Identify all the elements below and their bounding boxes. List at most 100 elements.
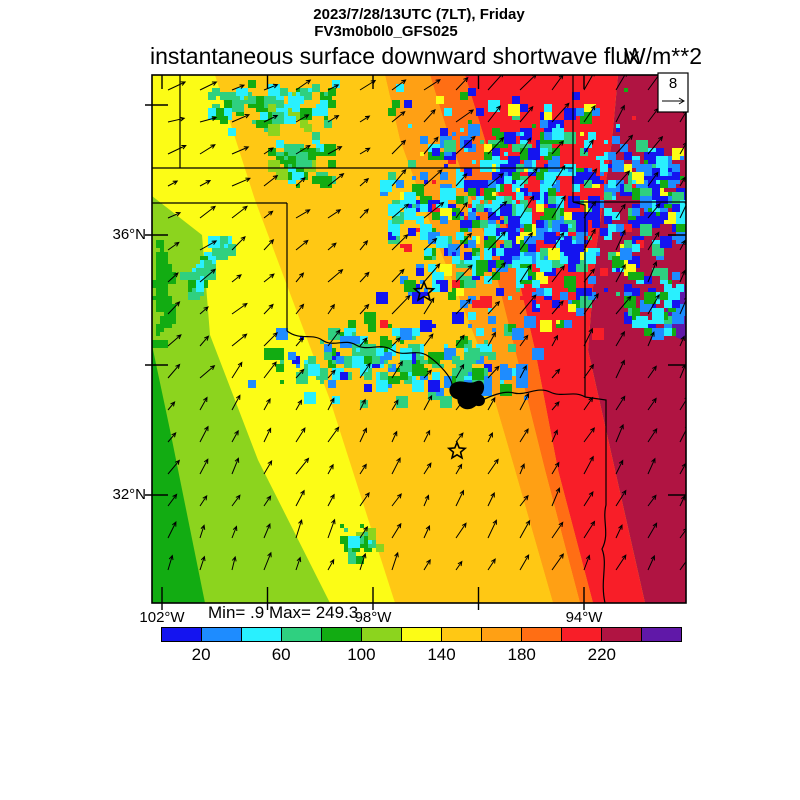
cloud-cell (324, 144, 336, 156)
cloud-cell (380, 180, 392, 192)
wind-arrow (167, 521, 177, 539)
cloud-cell (408, 228, 416, 236)
cloud-cell (316, 148, 320, 152)
cloud-cell (396, 396, 408, 408)
cloud-cell (156, 240, 164, 248)
cloud-cell (652, 328, 664, 340)
wind-arrow (263, 523, 271, 539)
wind-arrow (167, 180, 179, 187)
cloud-cell (616, 224, 624, 232)
cloud-cell (464, 216, 468, 220)
colorbar-segment (602, 628, 642, 641)
wind-arrow (487, 365, 500, 379)
wind-arrow-layer (167, 75, 686, 571)
cloud-cell (436, 96, 444, 104)
cloud-cell (468, 88, 476, 96)
wind-arrow (519, 264, 532, 283)
cloud-cell (660, 168, 668, 176)
cloud-cell (392, 180, 396, 184)
cloud-cell (440, 364, 444, 368)
cloud-cell (480, 296, 492, 308)
cloud-cell (328, 380, 336, 388)
cloud-cell (676, 220, 686, 232)
wind-arrow (199, 268, 216, 283)
cloud-cell (400, 348, 408, 356)
wind-arrow (327, 369, 336, 379)
cloud-cell (512, 96, 520, 104)
cloud-cell (460, 300, 468, 308)
wind-arrow (487, 458, 499, 475)
wind-arrow (359, 240, 369, 251)
cloud-cell (420, 136, 428, 144)
cloud-cell (624, 152, 632, 160)
wind-arrow (551, 487, 561, 507)
cloud-cell (224, 100, 232, 108)
cloud-cell (660, 212, 668, 220)
wind-arrow (327, 329, 341, 347)
cloud-cell (548, 160, 560, 172)
cloud-cell (656, 212, 660, 216)
map-field-layer (152, 75, 686, 603)
cloud-cell (568, 224, 572, 228)
cloud-cell (368, 368, 372, 372)
cloud-cell (152, 280, 160, 288)
cloud-cell (204, 276, 208, 280)
wind-arrow (359, 115, 371, 123)
wind-arrow (583, 455, 594, 475)
cloud-cell (500, 380, 504, 384)
cloud-cell (624, 164, 632, 172)
cloud-cell (364, 536, 368, 540)
cloud-cell (480, 180, 488, 188)
wind-arrow (199, 425, 209, 443)
wind-arrow (615, 295, 632, 315)
cloud-cell (440, 172, 448, 180)
wind-arrow (391, 430, 398, 443)
cloud-cell (356, 548, 360, 552)
colorbar-segment (442, 628, 482, 641)
cloud-cell (380, 320, 388, 328)
cloud-cell (348, 536, 360, 548)
cloud-cell (664, 328, 672, 336)
cloud-cell (468, 208, 472, 212)
cloud-cell (460, 220, 468, 228)
x-axis-label: 98°W (354, 609, 392, 626)
cloud-cell (612, 136, 620, 144)
wind-arrow (519, 364, 527, 379)
cloud-cell (440, 200, 448, 208)
reference-vector-box (657, 72, 689, 113)
cloud-cell (288, 92, 300, 104)
cloud-cell (304, 392, 316, 404)
cloud-cell (476, 252, 480, 256)
wind-arrow (327, 397, 335, 411)
cloud-cell (472, 184, 476, 188)
cloud-cell (588, 168, 592, 172)
cloud-cell (532, 124, 536, 128)
wind-arrow (327, 146, 343, 155)
cloud-cell (648, 320, 652, 324)
wind-arrow (327, 115, 340, 123)
wind-arrow (551, 401, 560, 411)
wind-arrow (583, 363, 595, 379)
cloud-cell (444, 108, 452, 116)
wind-arrow (167, 401, 176, 411)
wind-arrow (551, 368, 561, 379)
cloud-cell (356, 556, 364, 564)
wind-arrow (167, 212, 182, 219)
wind-arrow (583, 396, 594, 411)
cloud-cell (484, 376, 492, 384)
wind-arrow (295, 368, 305, 379)
cloud-cell (544, 164, 548, 168)
cloud-cell (280, 88, 288, 96)
wind-arrow (231, 84, 246, 91)
cloud-cell (492, 328, 496, 332)
cloud-cell (220, 248, 228, 256)
cloud-cell (320, 380, 324, 384)
cloud-cell (284, 152, 288, 156)
cloud-cell (520, 240, 524, 244)
wind-arrow (679, 494, 686, 507)
wind-arrow (359, 303, 370, 315)
wind-arrow (455, 232, 473, 251)
wind-arrow (551, 265, 565, 283)
wind-arrow (455, 560, 463, 571)
cloud-cell (624, 240, 632, 248)
